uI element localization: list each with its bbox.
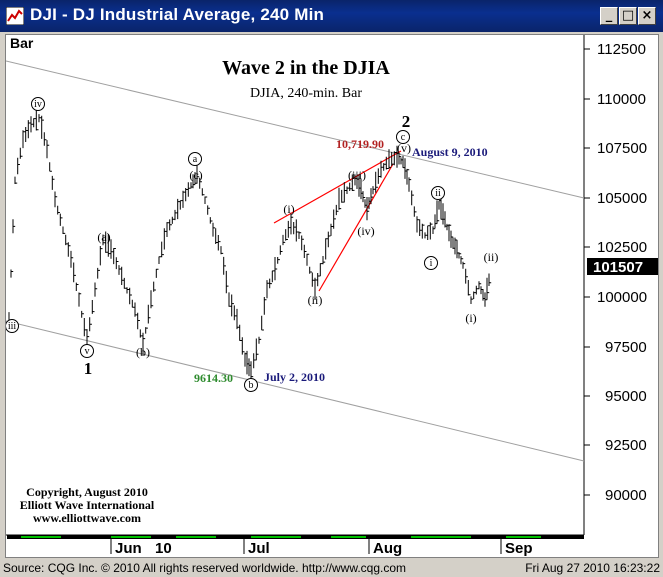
- wave-circle-i: i: [430, 258, 433, 269]
- window-title: DJI - DJ Industrial Average, 240 Min: [30, 5, 325, 24]
- status-source: Source: CQG Inc. © 2010 All rights reser…: [3, 561, 407, 575]
- high-value-annotation: 10,719.90: [336, 137, 384, 151]
- y-tick-label: 102500: [597, 239, 647, 256]
- wave-circle-iii: iii: [8, 321, 17, 332]
- y-tick-label: 97500: [605, 339, 647, 356]
- upper-channel-line: [6, 60, 585, 199]
- current-price-box: [587, 258, 658, 275]
- wave-label-minor-i: (i): [465, 311, 476, 325]
- price-bars: [8, 107, 492, 381]
- status-bar: Source: CQG Inc. © 2010 All rights reser…: [0, 559, 663, 577]
- chart-app-icon: [6, 7, 24, 25]
- high-date-annotation: August 9, 2010: [412, 145, 488, 159]
- session-mark: [21, 536, 61, 538]
- copyright-line: Copyright, August 2010: [26, 485, 148, 499]
- wave-circle-c: c: [401, 132, 406, 143]
- window-titlebar[interactable]: DJI - DJ Industrial Average, 240 Min _ □…: [0, 0, 663, 32]
- y-tick-label: 92500: [605, 437, 647, 454]
- chart-canvas[interactable]: 112500 110000 107500 105000 102500 10000…: [6, 35, 658, 557]
- minimize-button[interactable]: _: [600, 7, 618, 25]
- y-tick-label: 95000: [605, 388, 647, 405]
- status-timestamp: Fri Aug 27 2010 16:23:22: [525, 561, 660, 575]
- y-tick-label: 90000: [605, 487, 647, 504]
- session-mark: [251, 536, 301, 538]
- wave-label-b: (b): [136, 345, 150, 359]
- current-price-label: 101507: [593, 259, 643, 276]
- session-mark: [176, 536, 216, 538]
- close-button[interactable]: ×: [638, 7, 656, 25]
- wave-label-ii: (ii): [308, 293, 323, 307]
- wave-circle-b: b: [249, 380, 254, 391]
- wave-label-iv: (iv): [357, 224, 374, 238]
- y-tick-label: 107500: [597, 140, 647, 157]
- session-mark: [506, 536, 541, 538]
- wave-circle-iv: iv: [34, 99, 42, 110]
- copyright-line: Elliott Wave International: [20, 498, 155, 512]
- wave-label-a: (a): [97, 230, 110, 244]
- wave-label-2: 2: [402, 112, 411, 131]
- bar-type-label: Bar: [10, 35, 34, 51]
- session-mark: [111, 536, 151, 538]
- wave-circle-v: v: [85, 346, 90, 357]
- session-mark: [411, 536, 471, 538]
- upper-wedge-line: [273, 150, 402, 224]
- x-tick-label: Jul: [248, 540, 270, 557]
- x-tick-label: Jun: [115, 540, 142, 557]
- wave-circle-ii: ii: [435, 188, 441, 199]
- wave-circle-a: a: [193, 154, 198, 165]
- y-tick-label: 110000: [597, 91, 646, 108]
- low-value-annotation: 9614.30: [194, 371, 233, 385]
- x-tick-label: Aug: [373, 540, 402, 557]
- session-strip-marks: [21, 536, 541, 538]
- x-tick-label: Sep: [505, 540, 533, 557]
- y-tick-label: 100000: [597, 289, 647, 306]
- lower-wedge-line: [318, 163, 394, 292]
- wave-label-c: (c): [189, 168, 202, 182]
- wave-label-minor-ii: (ii): [484, 250, 499, 264]
- restore-button[interactable]: □: [619, 7, 637, 25]
- copyright-line: www.elliottwave.com: [33, 511, 141, 525]
- wave-label-i: (i): [283, 202, 294, 216]
- low-date-annotation: July 2, 2010: [264, 370, 325, 384]
- wave-label-1: 1: [84, 359, 93, 378]
- wave-label-iii: (iii): [348, 168, 366, 182]
- session-mark: [331, 536, 366, 538]
- wave-label-v: (v): [397, 141, 411, 155]
- y-tick-label: 105000: [597, 190, 647, 207]
- y-tick-label: 112500: [597, 41, 646, 58]
- lower-channel-line: [6, 320, 585, 462]
- chart-title: Wave 2 in the DJIA: [222, 57, 390, 79]
- chart-area[interactable]: 112500 110000 107500 105000 102500 10000…: [5, 34, 659, 558]
- x-tick-label: 10: [155, 540, 172, 557]
- chart-subtitle: DJIA, 240-min. Bar: [250, 86, 362, 101]
